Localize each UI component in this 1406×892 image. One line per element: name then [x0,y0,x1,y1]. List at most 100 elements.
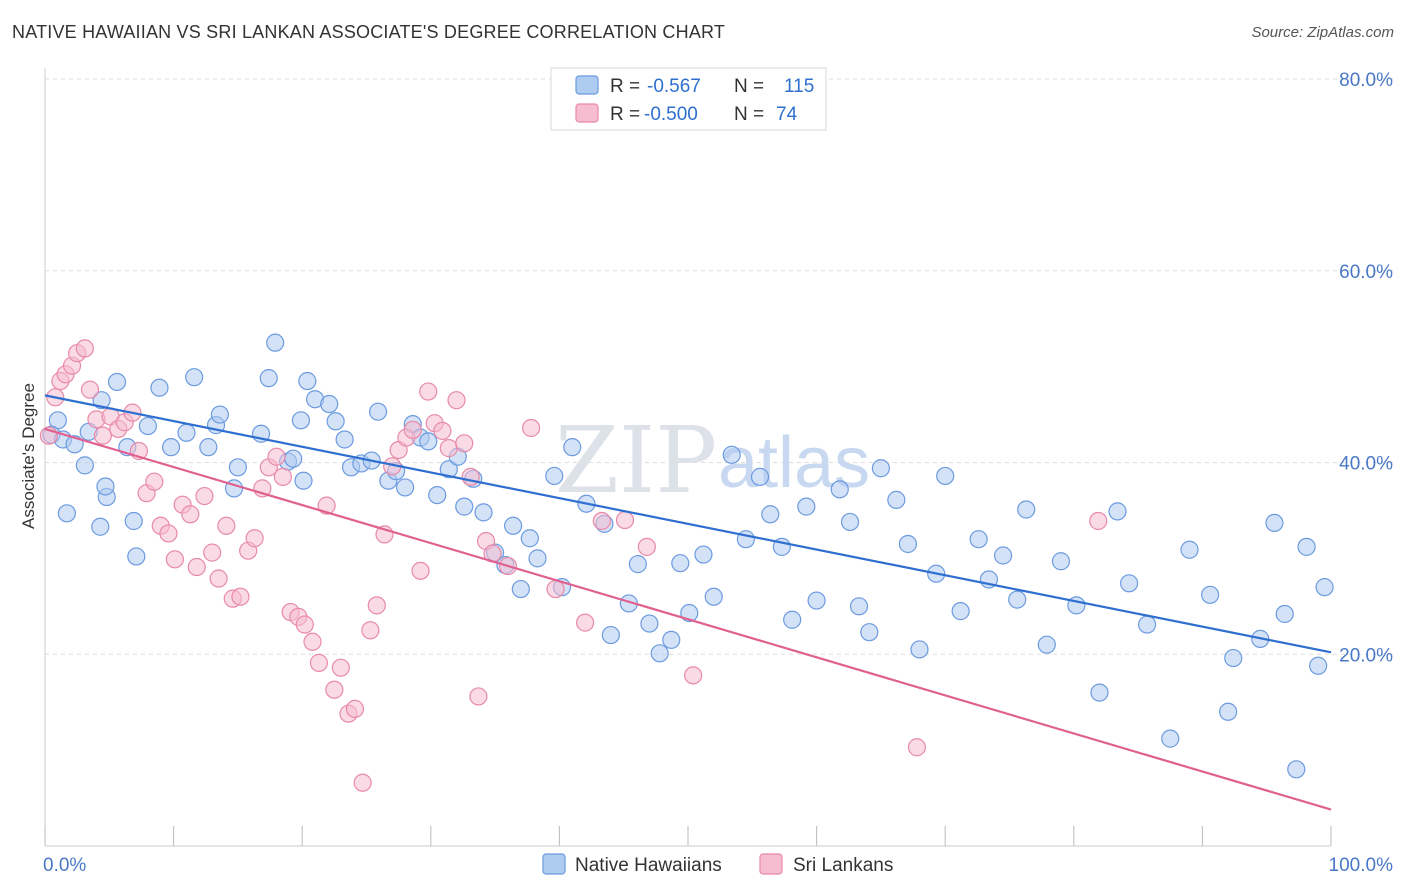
sri-lankan-point [907,738,927,757]
native-hawaiian-point [335,430,354,449]
native-hawaiian-point [887,490,906,509]
sri-lankan-point [309,653,329,672]
legend-n-value: 74 [776,104,798,125]
native-hawaiian-point [1008,590,1027,609]
native-hawaiian-point [474,503,493,522]
legend-r-value: -0.567 [647,76,701,97]
sri-lankan-point [361,621,380,640]
sri-lankan-point [592,511,611,531]
sri-lankan-point [165,550,184,569]
native-hawaiian-point [75,456,94,475]
native-hawaiian-point [528,549,547,568]
native-hawaiian-point [662,630,681,649]
native-hawaiian-point [428,485,447,505]
legend-swatch-native-hawaiians [575,75,599,95]
native-hawaiian-point [161,438,181,457]
sri-lankan-point [331,658,350,677]
legend-swatch-sri-lankans [575,103,599,123]
source-label: Source: ZipAtlas.com [1251,24,1394,41]
native-hawaiian-point [1119,574,1139,593]
native-hawaiian-point [898,534,918,554]
sri-lankan-point [419,382,438,401]
native-hawaiian-point [284,449,303,468]
sri-lankan-point [615,510,635,530]
native-hawaiian-point [199,438,218,457]
legend-r-label: R = [610,104,640,125]
native-hawaiian-point [1090,683,1109,702]
y-tick-label: 40.0% [1339,454,1393,475]
sri-lankan-point [345,699,365,718]
native-hawaiian-point [969,530,988,549]
chart-title: NATIVE HAWAIIAN VS SRI LANKAN ASSOCIATE'… [12,22,726,42]
sri-lankan-point [209,569,228,588]
y-tick-label: 60.0% [1339,262,1393,283]
sri-lankan-point [439,439,458,458]
sri-lankan-point [231,587,250,606]
native-hawaiian-point [92,391,111,410]
native-hawaiian-point [228,458,247,477]
native-hawaiian-point [722,445,741,464]
sri-lankan-point [295,615,314,634]
native-hawaiian-point [704,587,723,606]
native-hawaiian-point [210,405,229,424]
native-hawaiian-point [849,597,869,616]
tick-labels: 20.0% 40.0% 60.0% 80.0% 0.0% 100.0% [43,70,1393,876]
legend-swatch-sri-lankans [759,853,783,875]
native-hawaiian-point [259,369,278,388]
native-hawaiian-point [320,394,339,414]
native-hawaiian-point [797,497,816,516]
native-hawaiian-point [368,402,388,421]
native-hawaiian-point [177,423,196,442]
native-hawaiian-point [107,372,127,392]
native-hawaiian-point [910,640,929,659]
stats-legend: R = -0.567 N = 115 R = -0.500 N = 74 [550,67,827,131]
native-hawaiian-point [830,480,849,499]
sri-lankan-point [353,773,372,792]
native-hawaiian-point [1201,585,1220,604]
native-hawaiian-point [138,416,157,436]
native-hawaiian-point [640,614,659,633]
native-hawaiian-point [520,529,539,548]
native-hawaiian-point [124,511,143,531]
native-hawaiian-point [840,512,860,532]
sri-lankan-point [637,537,656,556]
native-hawaiian-point [1017,500,1036,519]
native-hawaiian-point [1315,578,1334,597]
native-hawaiian-point [91,517,110,536]
native-hawaiian-point [761,505,780,524]
native-hawaiian-point [1297,537,1316,556]
native-hawaiian-point [439,460,458,479]
x-tick-label: 0.0% [43,855,86,876]
native-hawaiian-point [96,477,115,496]
x-tick-label: 100.0% [1329,855,1394,876]
legend-label-sri-lankans: Sri Lankans [793,855,893,876]
sri-lankan-point [411,561,430,580]
native-hawaiian-point [601,625,620,645]
native-hawaiian-point [1275,604,1294,624]
native-hawaiian-point [545,466,564,486]
native-hawaiian-point [1265,513,1284,533]
legend-swatch-native-hawaiians [542,853,566,875]
sri-lankan-point [195,486,214,506]
sri-lankan-point [447,391,466,410]
native-hawaiian-point [294,471,313,490]
sri-lankan-point [325,680,344,699]
y-tick-label: 20.0% [1339,645,1393,666]
sri-lankan-point [217,516,236,535]
native-hawaiian-point [671,554,690,573]
sri-lankan-point [273,467,293,486]
sri-lankan-point [367,596,386,615]
native-hawaiian-point [1224,648,1243,668]
legend-n-label: N = [734,76,764,97]
native-hawaiians-trend-line [44,394,1332,654]
native-hawaiian-point [936,466,955,486]
native-hawaiian-point [127,547,146,566]
native-hawaiian-point [1287,760,1306,779]
sri-lankan-point [187,557,206,577]
native-hawaiian-point [266,333,285,352]
native-hawaiian-point [951,602,970,621]
legend-r-label: R = [610,76,640,97]
native-hawaiian-point [783,610,802,629]
native-hawaiian-point [993,546,1013,565]
